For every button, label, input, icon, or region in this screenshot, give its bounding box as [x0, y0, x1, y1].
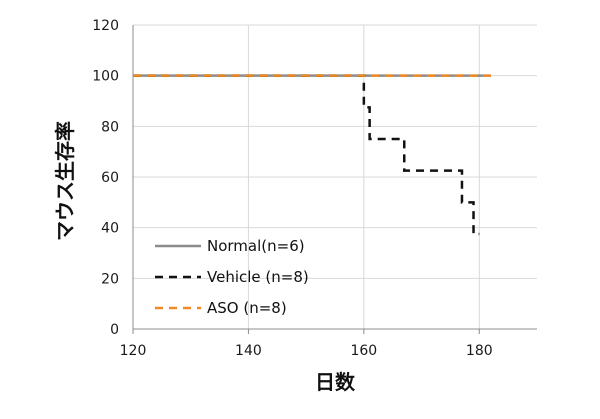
y-tick-label: 20 — [101, 271, 119, 287]
series-lines — [133, 74, 491, 236]
y-tick-label: 100 — [92, 69, 119, 85]
y-tick-label: 0 — [110, 322, 119, 338]
legend: Normal(n=6) Vehicle (n=8) ASO (n=8) — [155, 237, 309, 317]
legend-label: Normal(n=6) — [207, 237, 305, 255]
series-line-1 — [133, 74, 480, 236]
x-tick-label: 140 — [235, 343, 262, 359]
x-axis-title: 日数 — [315, 370, 356, 394]
gridlines — [133, 24, 537, 329]
x-tick-label: 160 — [350, 343, 377, 359]
y-tick-label: 120 — [92, 18, 119, 34]
y-tick-label: 60 — [101, 170, 119, 186]
y-tick-label: 80 — [101, 119, 119, 135]
legend-label: Vehicle (n=8) — [207, 268, 309, 286]
y-tick-label: 40 — [101, 221, 119, 237]
tick-labels: 0 20 40 60 80 100 120 120 140 160 180 — [92, 18, 492, 359]
y-axis-title: マウス生存率 — [53, 121, 77, 241]
x-tick-label: 180 — [466, 343, 493, 359]
x-tick-label: 120 — [120, 343, 147, 359]
legend-label: ASO (n=8) — [207, 299, 287, 317]
axes — [132, 25, 537, 334]
